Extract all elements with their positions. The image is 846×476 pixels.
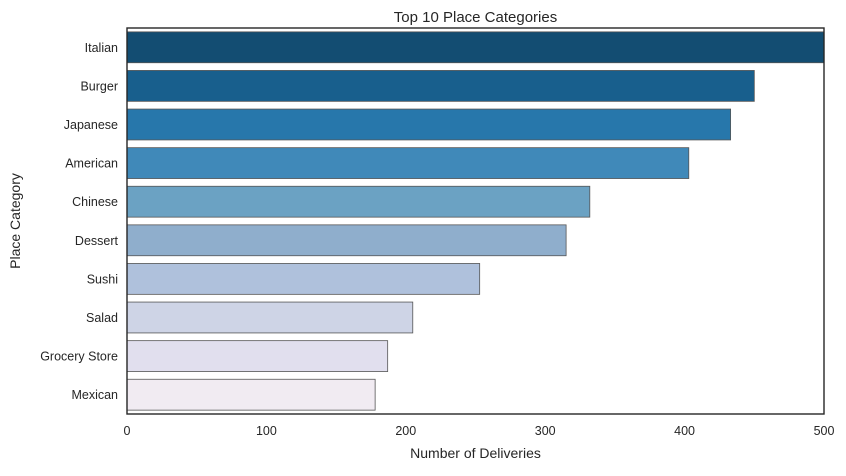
x-axis-label: Number of Deliveries (410, 445, 541, 461)
x-tick-label: 200 (395, 424, 416, 438)
bars-group (126, 31, 825, 411)
y-tick-label: Salad (86, 311, 118, 325)
y-tick-label: Mexican (71, 388, 118, 402)
x-tick-label: 100 (256, 424, 277, 438)
y-tick-label: Japanese (64, 118, 118, 132)
plot-frame (126, 27, 825, 415)
bar-chinese (126, 185, 591, 218)
x-tick-label: 400 (674, 424, 695, 438)
bar-american (126, 147, 690, 179)
y-tick-labels: Italian Burger Japanese American Chinese Dess… (40, 41, 118, 402)
x-tick-label: 300 (535, 424, 556, 438)
y-tick-label: Dessert (75, 234, 119, 248)
bar-sushi (126, 263, 481, 295)
bar-italian (126, 31, 825, 64)
bar-burger (126, 70, 755, 102)
x-tick-label: 500 (814, 424, 835, 438)
y-tick-label: Italian (85, 41, 118, 55)
bar-salad (126, 301, 414, 334)
y-tick-label: Sushi (87, 272, 118, 286)
y-axis-label: Place Category (7, 173, 23, 269)
x-tick-label: 0 (124, 424, 131, 438)
y-tick-label: Chinese (72, 195, 118, 209)
x-ticks: 0 100 200 300 400 500 (124, 424, 835, 438)
y-tick-label: Burger (80, 79, 118, 93)
y-tick-label: Grocery Store (40, 350, 118, 364)
bar-japanese (126, 108, 732, 141)
chart-title: Top 10 Place Categories (394, 9, 557, 26)
bar-grocery-store (126, 340, 389, 372)
bar-dessert (126, 224, 567, 257)
y-tick-label: American (65, 157, 118, 171)
bar-mexican (126, 378, 376, 411)
